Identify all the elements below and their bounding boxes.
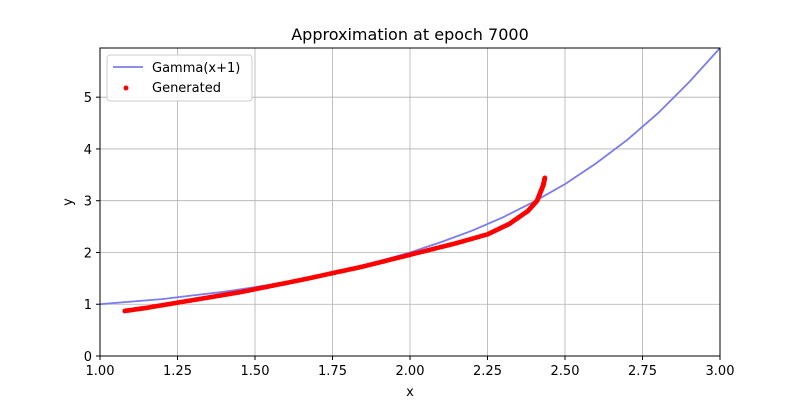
x-tick-label: 2.50	[551, 364, 580, 379]
y-tick-label: 1	[84, 298, 92, 313]
plot-content	[99, 47, 721, 314]
y-tick-label: 5	[84, 91, 92, 106]
chart-title: Approximation at epoch 7000	[291, 25, 529, 44]
x-tick-label: 1.25	[163, 364, 192, 379]
x-tick-label: 2.75	[628, 364, 657, 379]
generated-series	[122, 175, 548, 314]
y-tick-label: 4	[84, 143, 92, 158]
x-axis-ticks: 1.00 1.25 1.50 1.75 2.00 2.25 2.50 2.75 3.00	[86, 356, 735, 379]
x-axis-label: x	[406, 385, 414, 400]
legend-label-generated: Generated	[152, 81, 221, 96]
y-axis-ticks: 0 1 2 3 4 5	[84, 91, 100, 365]
x-tick-label: 1.75	[318, 364, 347, 379]
y-tick-label: 2	[84, 246, 92, 261]
legend-box	[106, 54, 253, 102]
x-tick-label: 2.25	[473, 364, 502, 379]
y-axis-label: y	[61, 198, 76, 206]
x-tick-label: 2.00	[396, 364, 425, 379]
legend-marker-generated	[123, 85, 129, 91]
generated-point	[542, 175, 548, 181]
y-tick-label: 0	[84, 350, 92, 365]
legend-label-gamma: Gamma(x+1)	[152, 61, 240, 76]
x-tick-label: 1.50	[241, 364, 270, 379]
x-tick-label: 3.00	[706, 364, 735, 379]
legend: Gamma(x+1) Generated	[106, 54, 253, 102]
x-tick-label: 1.00	[86, 364, 115, 379]
y-tick-label: 3	[84, 195, 92, 210]
